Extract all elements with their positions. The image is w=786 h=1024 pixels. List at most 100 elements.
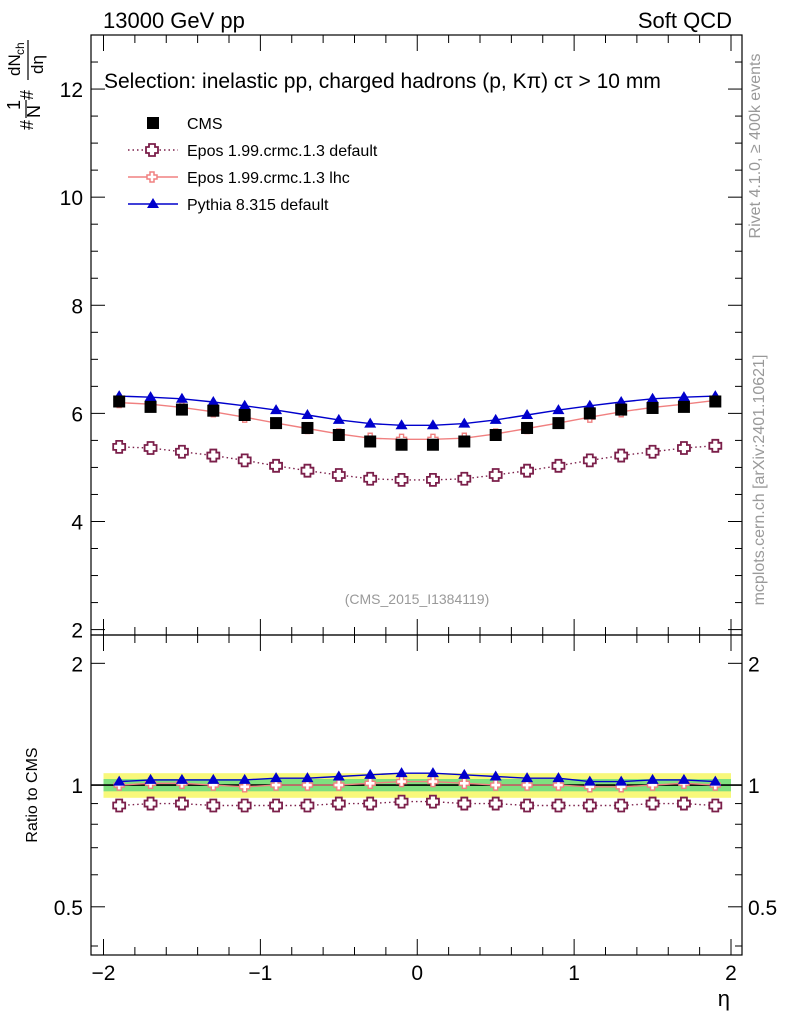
pythia-8-315-default-line [119,395,716,426]
ratio-epos-1-99-crmc-1-3-lhc-point [521,779,533,791]
epos-1-99-crmc-1-3-default-point [426,472,440,487]
cms-point [270,417,283,430]
ratio-pythia-8-315-default-point [207,773,220,784]
ratio-pythia-8-315-default-point [238,773,251,784]
pythia-8-315-default-point [489,413,502,424]
y-tick-label: 2 [71,620,83,643]
x-tick-label: 1 [568,962,580,985]
ratio-pythia-8-315-default-point [615,775,628,786]
legend-epos-default-marker [145,143,159,157]
main-y-axis-title: # 1 N # dN ch dη [4,40,47,130]
legend-epos-lhc-label: Epos 1.99.crmc.1.3 lhc [187,170,350,187]
ratio-epos-1-99-crmc-1-3-default-point [551,798,566,813]
ylabel-N: N [24,105,44,118]
ylabel-dN: dN [5,54,24,76]
legend-epos-lhc-marker [146,171,158,183]
epos-1-99-crmc-1-3-default-point [175,444,189,459]
main-series [112,390,723,487]
epos-1-99-crmc-1-3-default-point [614,448,629,463]
ratio-pythia-8-315-default-point [646,773,659,784]
ratio-y-tick-label-right: 2 [748,653,760,676]
analysis-watermark: (CMS_2015_I1384119) [345,591,490,607]
pythia-8-315-default-point [301,409,314,419]
ratio-epos-1-99-crmc-1-3-default-point [394,794,409,809]
cms-point [144,400,157,413]
pythia-8-315-default-point [615,396,628,407]
ratio-epos-1-99-crmc-1-3-lhc-point [552,779,565,791]
ratio-epos-1-99-crmc-1-3-lhc-point [489,779,502,791]
pythia-8-315-default-point [426,419,439,430]
ratio-pythia-8-315-default-line [119,772,716,783]
ratio-epos-1-99-crmc-1-3-default-point [331,796,346,811]
cms-point [646,401,659,414]
rivet-label: Rivet 4.1.0, ≥ 400k events [747,54,764,239]
cms-point [395,438,408,451]
pythia-8-315-default-point [677,391,690,402]
ratio-epos-1-99-crmc-1-3-default-point [143,796,158,811]
epos-1-99-crmc-1-3-default-point [206,448,221,463]
epos-1-99-crmc-1-3-default-point [300,463,315,478]
y-tick-label: 8 [71,295,83,318]
legend: CMS Epos 1.99.crmc.1.3 default Epos 1.99… [128,116,378,214]
legend-pythia-marker [147,198,159,208]
pythia-8-315-default-point [521,409,534,419]
ratio-pythia-8-315-default-point [364,768,377,779]
pythia-8-315-default-point [458,417,471,428]
ylabel-ch: ch [13,42,27,55]
ratio-epos-1-99-crmc-1-3-default-point [426,794,440,809]
ylabel-hash2: # [17,90,37,100]
cms-point [521,421,534,434]
x-tick-label: −2 [92,962,116,985]
ratio-pythia-8-315-default-point [175,773,188,784]
ratio-y-axis-title: Ratio to CMS [24,747,41,842]
ratio-pythia-8-315-default-point [270,772,283,783]
ratio-pythia-8-315-default-point [583,775,596,786]
pythia-8-315-default-point [238,399,251,410]
ratio-epos-1-99-crmc-1-3-lhc-point [427,775,439,788]
ratio-epos-1-99-crmc-1-3-lhc-point [333,779,345,791]
epos-1-99-crmc-1-3-default-point [708,438,723,453]
header-right: Soft QCD [638,8,732,33]
ratio-ticks: 0.5 0.5 1 1 2 2 −2 −1 0 1 2 [54,635,777,985]
cms-point [458,435,471,448]
ratio-y-tick-label-right: 0.5 [748,897,777,920]
ratio-epos-1-99-crmc-1-3-default-point [645,796,660,811]
ratio-y-tick-label: 1 [71,775,83,798]
epos-1-99-crmc-1-3-default-line [119,445,716,481]
y-tick-label: 12 [60,79,83,102]
pythia-8-315-default-point [270,404,283,415]
ratio-pythia-8-315-default-point [709,775,722,786]
epos-1-99-crmc-1-3-default-point [645,444,660,459]
pythia-8-315-default-point [364,417,377,428]
ylabel-deta: dη [28,55,47,74]
x-tick-label: 0 [411,962,423,985]
x-tick-label: 2 [725,962,737,985]
ratio-epos-1-99-crmc-1-3-default-point [175,796,189,811]
legend-cms-marker [147,117,159,129]
x-axis-title: η [718,986,730,1011]
ratio-epos-1-99-crmc-1-3-lhc-point [458,777,471,790]
pythia-8-315-default-point [332,413,345,424]
pythia-8-315-default-point [207,396,220,407]
ratio-epos-1-99-crmc-1-3-default-point [582,798,597,813]
ratio-epos-1-99-crmc-1-3-default-point [237,798,252,813]
ratio-pythia-8-315-default-point [552,772,565,783]
cms-point [113,395,126,408]
ratio-pythia-8-315-default-point [332,770,345,781]
ratio-epos-1-99-crmc-1-3-default-point [300,798,315,813]
ratio-series [112,767,723,813]
ratio-pythia-8-315-default-point [521,772,534,783]
epos-1-99-crmc-1-3-default-point [143,441,158,455]
y-tick-label: 6 [71,403,83,426]
ratio-epos-1-99-crmc-1-3-default-point [269,798,283,813]
ratio-pythia-8-315-default-point [301,772,314,783]
cms-point [175,403,188,416]
ratio-epos-1-99-crmc-1-3-default-point [488,796,503,811]
ratio-epos-1-99-crmc-1-3-lhc-point [395,775,408,788]
ratio-epos-1-99-crmc-1-3-lhc-point [364,777,376,790]
epos-1-99-crmc-1-3-default-point [269,458,283,473]
ratio-epos-1-99-crmc-1-3-default-point [206,798,221,813]
ratio-pythia-8-315-default-point [113,775,126,786]
epos-1-99-crmc-1-3-default-point [551,458,566,473]
cms-point [677,400,690,413]
